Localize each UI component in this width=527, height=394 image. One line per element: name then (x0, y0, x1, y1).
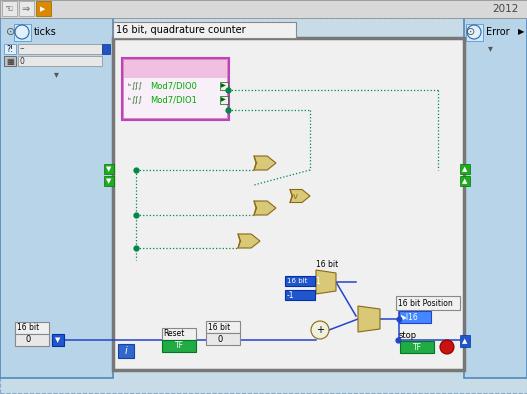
Text: Mod7/DIO0: Mod7/DIO0 (150, 82, 197, 91)
Text: ⊙: ⊙ (466, 27, 475, 37)
Text: +: + (316, 325, 324, 335)
Bar (220, 82, 228, 90)
Text: ticks: ticks (34, 27, 57, 37)
Text: ☜: ☜ (5, 4, 13, 14)
Text: ▶I16: ▶I16 (401, 312, 419, 322)
Bar (460, 176, 470, 186)
Circle shape (311, 321, 329, 339)
Bar (104, 176, 114, 186)
Text: ▼: ▼ (106, 178, 112, 184)
Text: 1: 1 (315, 277, 320, 286)
Text: Mod7/DIO1: Mod7/DIO1 (150, 95, 197, 104)
Bar (396, 296, 460, 310)
Text: -1: -1 (287, 290, 295, 299)
Text: 16 bit: 16 bit (287, 278, 307, 284)
Bar (18, 56, 102, 66)
Bar (399, 311, 431, 323)
Text: TF: TF (413, 342, 422, 351)
Text: 0: 0 (217, 335, 222, 344)
Text: v: v (293, 191, 298, 201)
Text: --: -- (20, 45, 25, 54)
Text: ∫∫∫: ∫∫∫ (132, 82, 143, 90)
Text: ▶: ▶ (518, 28, 524, 37)
Polygon shape (254, 156, 276, 170)
Text: ▶: ▶ (40, 6, 46, 12)
Text: Error: Error (486, 27, 510, 37)
Bar (124, 78, 227, 118)
Text: ?!: ?! (6, 45, 13, 54)
Text: ▲: ▲ (462, 338, 467, 344)
Bar (113, 22, 296, 38)
Polygon shape (290, 190, 310, 203)
Text: ▲: ▲ (462, 166, 467, 172)
Bar (285, 276, 315, 286)
Polygon shape (254, 201, 276, 215)
Polygon shape (358, 306, 380, 332)
Bar (206, 333, 240, 345)
Bar (102, 44, 110, 54)
Polygon shape (238, 234, 260, 248)
Bar (460, 335, 470, 347)
Text: ⊙: ⊙ (6, 27, 16, 37)
Text: stop: stop (399, 331, 417, 340)
Bar (162, 340, 196, 352)
Text: ⇒: ⇒ (22, 4, 30, 14)
Bar (104, 164, 114, 174)
Bar (464, 18, 527, 378)
Text: 2012: 2012 (493, 4, 519, 14)
Text: ▾: ▾ (54, 69, 58, 79)
Text: 16 bit: 16 bit (316, 260, 338, 269)
Text: i: i (124, 346, 128, 356)
Bar (4, 44, 16, 54)
Bar (466, 24, 483, 41)
Text: 16 bit: 16 bit (17, 323, 39, 333)
Text: ▲: ▲ (462, 178, 467, 184)
Text: ▶: ▶ (221, 97, 226, 102)
Text: ▶: ▶ (221, 84, 226, 89)
Text: 16 bit, quadrature counter: 16 bit, quadrature counter (116, 25, 246, 35)
Bar (460, 164, 470, 174)
Circle shape (440, 340, 454, 354)
Text: ▼: ▼ (55, 337, 61, 343)
Bar (0, 18, 113, 378)
Bar (162, 328, 196, 340)
Bar (220, 96, 228, 104)
Text: 16 bit: 16 bit (208, 323, 230, 331)
Polygon shape (316, 270, 336, 294)
Text: ᵇ: ᵇ (128, 82, 131, 91)
Text: ▼: ▼ (106, 166, 112, 172)
Bar (285, 290, 315, 300)
Text: ᵇ: ᵇ (128, 95, 131, 104)
Bar (36, 1, 51, 16)
Text: ∫∫∫: ∫∫∫ (132, 96, 143, 104)
Bar (206, 321, 240, 333)
Bar (4, 56, 16, 66)
Bar (0, 0, 527, 18)
Bar (118, 344, 134, 358)
Circle shape (15, 25, 29, 39)
Bar (124, 60, 227, 78)
Text: 0: 0 (20, 56, 25, 65)
Text: ▾: ▾ (487, 43, 492, 53)
Bar (113, 38, 464, 370)
Text: 0: 0 (25, 336, 31, 344)
Bar (122, 58, 229, 120)
Bar (52, 334, 64, 346)
Text: TF: TF (174, 342, 183, 351)
Bar (2, 1, 17, 16)
Bar (15, 334, 49, 346)
Bar (400, 341, 434, 353)
Bar (18, 44, 102, 54)
Text: 16 bit Position: 16 bit Position (398, 299, 453, 307)
Text: ▦: ▦ (6, 56, 14, 65)
Circle shape (467, 25, 481, 39)
Bar (19, 1, 34, 16)
Text: Reset: Reset (163, 329, 184, 338)
Bar (15, 322, 49, 334)
Bar (14, 24, 31, 41)
